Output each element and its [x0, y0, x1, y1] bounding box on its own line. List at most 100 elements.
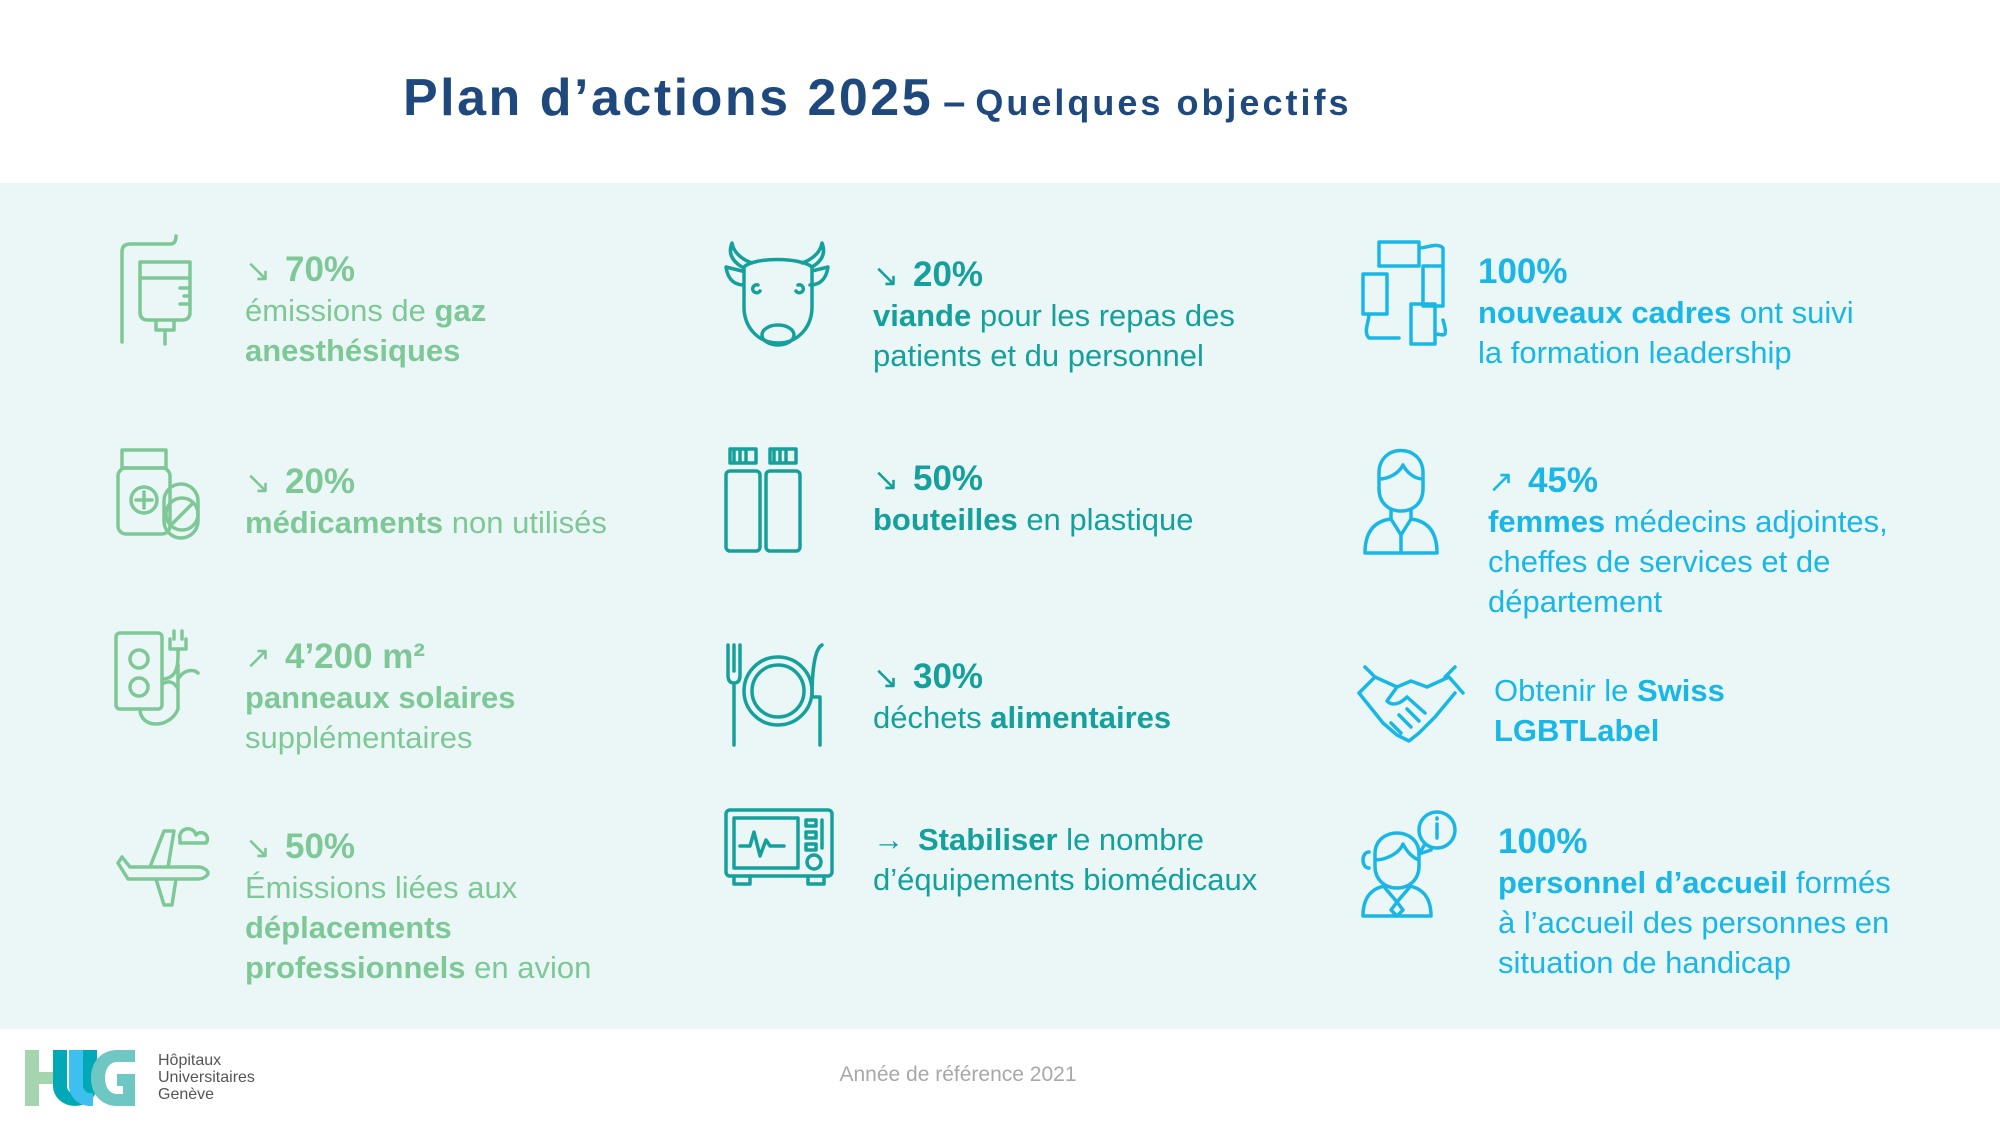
- cow-icon: [722, 237, 834, 360]
- objective-text: ↘ 50% bouteilles en plastique: [873, 459, 1194, 540]
- page-title: Plan d’actions 2025– Quelques objectifs: [403, 68, 1351, 128]
- plate-cutlery-icon: [722, 639, 834, 762]
- objective-text-segment: ont suivi: [1731, 295, 1854, 330]
- objective-text-segment: médicaments: [245, 505, 444, 540]
- objective-text: ↘ 70% émissions de gaz anesthésiques: [245, 250, 486, 371]
- title-main: Plan d’actions 2025: [403, 69, 934, 127]
- objective-text-segment: femmes: [1488, 504, 1606, 539]
- receptionist-icon: [1355, 804, 1467, 927]
- medical-monitor-icon: [722, 802, 834, 925]
- objective-text: 100% personnel d’accueil formés à l’accuei…: [1498, 822, 1891, 983]
- objective-text: ↗ 45% femmes médecins adjointes, cheffes de…: [1488, 461, 1888, 622]
- objective-value: 20%: [284, 462, 356, 501]
- objective-text-segment: personnel d’accueil: [1498, 865, 1788, 900]
- trend-arrow-icon: ↘: [245, 830, 271, 865]
- objective-text-segment: Obtenir le: [1494, 673, 1638, 708]
- objective-text-segment: la formation leadership: [1478, 335, 1792, 370]
- trend-arrow-icon: ↘: [245, 253, 271, 288]
- objective-text-segment: en plastique: [1017, 502, 1194, 537]
- objective-value: 100%: [1498, 822, 1588, 861]
- objective-line: personnel d’accueil formés: [1498, 863, 1891, 903]
- iv-drip-icon: [110, 232, 222, 355]
- logo-line: Genève: [158, 1086, 215, 1103]
- objective-line: situation de handicap: [1498, 943, 1891, 983]
- objective-line: LGBTLabel: [1494, 711, 1725, 751]
- objective-text: 100% nouveaux cadres ont suivi la formatio…: [1478, 252, 1854, 373]
- solar-plug-icon: [110, 619, 222, 742]
- objective-line: supplémentaires: [245, 718, 516, 758]
- objective-line: 100%: [1478, 252, 1854, 293]
- objective-text-segment: non utilisés: [443, 505, 607, 540]
- objective-text-segment: Swiss: [1637, 673, 1725, 708]
- objective-line: viande pour les repas des: [873, 296, 1235, 336]
- objective-text: ↘ 50% Émissions liées aux déplacements profe…: [245, 827, 591, 988]
- title-subtitle: Quelques objectifs: [975, 82, 1352, 123]
- objective-value: 45%: [1527, 461, 1599, 500]
- objective-text-segment: gaz: [434, 293, 487, 328]
- objective-text-segment: LGBTLabel: [1494, 713, 1660, 748]
- objective-line: ↗ 45%: [1488, 461, 1888, 502]
- objective-text: Obtenir le Swiss LGBTLabel: [1494, 671, 1725, 751]
- objective-text-segment: alimentaires: [990, 700, 1172, 735]
- objective-line: anesthésiques: [245, 331, 486, 371]
- woman-doctor-icon: [1355, 443, 1467, 566]
- trend-arrow-icon: ↗: [245, 640, 271, 675]
- objective-text-segment: pour les repas des: [971, 298, 1235, 333]
- objective-value: 30%: [912, 657, 984, 696]
- reference-year-note: Année de référence 2021: [839, 1063, 1077, 1086]
- objective-text-segment: déchets: [873, 700, 991, 735]
- objective-line: ↘ 30%: [873, 657, 1171, 698]
- objective-line: nouveaux cadres ont suivi: [1478, 293, 1854, 333]
- objective-line: département: [1488, 582, 1888, 622]
- logo-line: Universitaires: [158, 1069, 255, 1086]
- objective-line: → Stabiliser le nombre: [873, 820, 1257, 860]
- objective-text-segment: à l’accueil des personnes en: [1498, 905, 1890, 940]
- trend-arrow-icon: ↘: [245, 465, 271, 500]
- objective-value: 4’200 m²: [284, 637, 426, 676]
- objective-line: ↘ 50%: [245, 827, 591, 868]
- objective-line: ↘ 20%: [873, 255, 1235, 296]
- objective-value: 70%: [284, 250, 356, 289]
- trend-arrow-icon: →: [873, 822, 904, 857]
- objective-text: → Stabiliser le nombre d’équipements biomé…: [873, 820, 1257, 900]
- objective-line: la formation leadership: [1478, 333, 1854, 373]
- objective-text-segment: supplémentaires: [245, 720, 473, 755]
- objective-line: panneaux solaires: [245, 678, 516, 718]
- objective-line: ↘ 20%: [245, 462, 607, 503]
- objective-text-segment: émissions de: [245, 293, 435, 328]
- objective-text: ↘ 20% médicaments non utilisés: [245, 462, 607, 543]
- objective-line: à l’accueil des personnes en: [1498, 903, 1891, 943]
- objective-text: ↘ 20% viande pour les repas des patients et…: [873, 255, 1235, 376]
- objective-text-segment: anesthésiques: [245, 333, 461, 368]
- logo-line: Hôpitaux: [158, 1052, 222, 1069]
- airplane-icon: [110, 809, 222, 932]
- objective-text-segment: Émissions liées aux: [245, 870, 518, 905]
- objective-text-segment: professionnels: [245, 950, 466, 985]
- objective-text-segment: patients et du personnel: [873, 338, 1204, 373]
- hug-logo: [25, 1050, 135, 1106]
- objective-line: femmes médecins adjointes,: [1488, 502, 1888, 542]
- trend-arrow-icon: ↘: [873, 258, 899, 293]
- objective-text-segment: panneaux solaires: [245, 680, 516, 715]
- objective-text: ↘ 30% déchets alimentaires: [873, 657, 1171, 738]
- objectives-panel: [0, 183, 2000, 1029]
- title-dash: –: [943, 80, 966, 124]
- objective-text-segment: bouteilles: [873, 502, 1018, 537]
- objective-value: 20%: [912, 255, 984, 294]
- objective-line: d’équipements biomédicaux: [873, 860, 1257, 900]
- objective-line: Émissions liées aux: [245, 868, 591, 908]
- objective-text-segment: Stabiliser: [918, 822, 1058, 857]
- objective-line: ↗ 4’200 m²: [245, 637, 516, 678]
- objective-line: bouteilles en plastique: [873, 500, 1194, 540]
- objective-text-segment: le nombre: [1057, 822, 1205, 857]
- objective-value: 100%: [1478, 252, 1568, 291]
- objective-line: professionnels en avion: [245, 948, 591, 988]
- objective-text-segment: médecins adjointes,: [1605, 504, 1888, 539]
- objective-line: déchets alimentaires: [873, 698, 1171, 738]
- trend-arrow-icon: ↘: [873, 462, 899, 497]
- objective-value: 50%: [912, 459, 984, 498]
- objective-text-segment: nouveaux cadres: [1478, 295, 1732, 330]
- objective-line: déplacements: [245, 908, 591, 948]
- trend-arrow-icon: ↘: [873, 660, 899, 695]
- objective-text-segment: situation de handicap: [1498, 945, 1792, 980]
